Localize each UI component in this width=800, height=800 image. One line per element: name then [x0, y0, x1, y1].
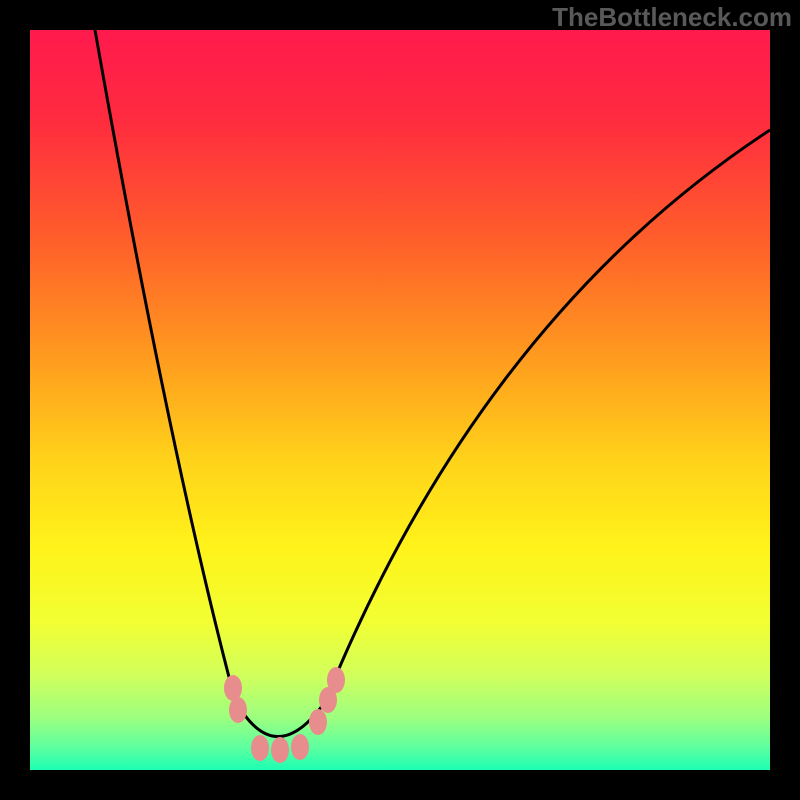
curve-marker [251, 735, 269, 761]
curve-marker [224, 675, 242, 701]
curve-marker [309, 709, 327, 735]
watermark-text: TheBottleneck.com [552, 2, 792, 33]
curve-marker [291, 734, 309, 760]
curve-marker [271, 737, 289, 763]
chart-svg [0, 0, 800, 800]
gradient-plot-area [30, 30, 770, 770]
chart-frame: TheBottleneck.com [0, 0, 800, 800]
curve-marker [327, 667, 345, 693]
curve-marker [229, 697, 247, 723]
